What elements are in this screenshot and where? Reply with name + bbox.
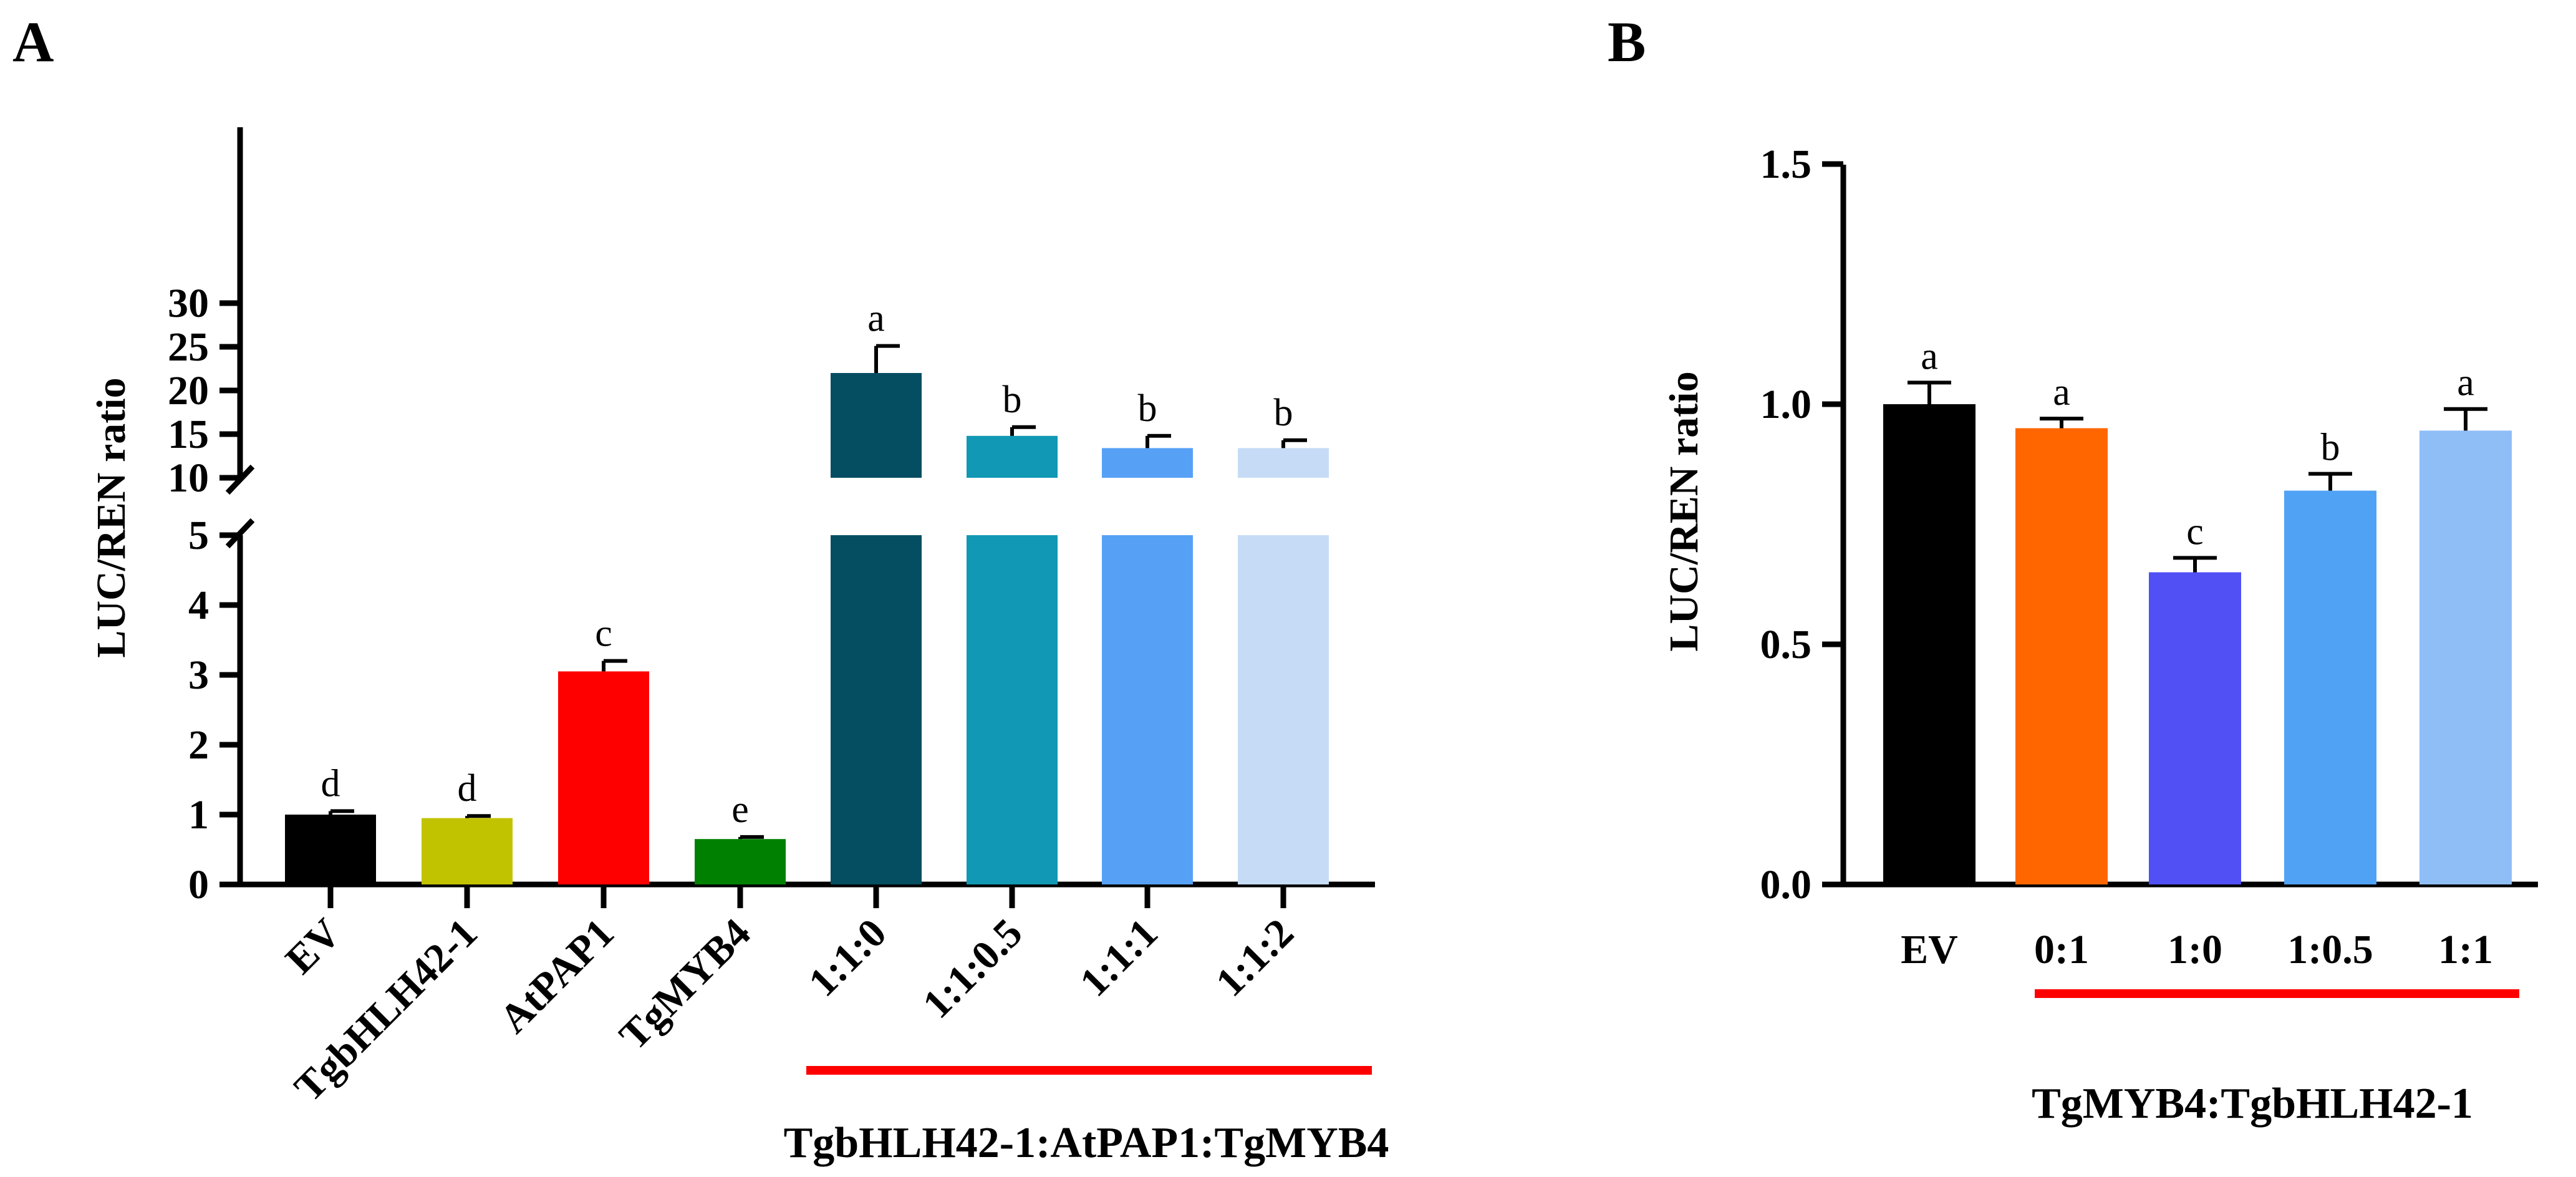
bar-b	[2149, 572, 2241, 884]
panel-letter-b: B	[1608, 10, 1646, 74]
y-tick-label-a: 15	[168, 412, 209, 457]
bars-a: d d c e a b b b	[285, 298, 1329, 884]
significance-label-b: c	[2186, 510, 2204, 553]
y-tick-label-b: 0.0	[1760, 862, 1812, 908]
bar-a-upper	[1102, 448, 1193, 478]
y-tick-label-b: 1.5	[1760, 142, 1812, 187]
bar-b	[1883, 404, 1975, 884]
bar-a-lower	[831, 535, 922, 884]
y-tick-label-a: 1	[188, 792, 209, 838]
y-axis-label-b: LUC/REN ratio	[1661, 371, 1707, 651]
y-tick-label-a: 30	[168, 281, 209, 326]
x-category-label-a: EV	[277, 910, 349, 982]
y-ticks-b: 0.0 0.5 1.0 1.5	[1760, 142, 1843, 908]
x-category-label-b: 1:0	[2168, 927, 2222, 972]
bar-a-upper	[1238, 448, 1329, 478]
bar-a-lower	[1102, 535, 1193, 884]
y-tick-label-a: 10	[168, 455, 209, 501]
x-category-label-a: 1:1:0	[800, 910, 895, 1005]
bar-b	[2419, 430, 2512, 884]
bar-b	[2284, 490, 2376, 884]
significance-label-a: b	[1003, 379, 1022, 421]
bar-a-upper	[967, 435, 1058, 478]
significance-label-a: b	[1274, 392, 1293, 434]
panel-b: B LUC/REN ratio 0.0 0.5 1.0 1.5 a a c b a EV 0:1…	[1608, 10, 2538, 1128]
significance-label-a: b	[1138, 387, 1157, 430]
significance-label-b: a	[2053, 371, 2070, 414]
bar-a-upper	[831, 373, 922, 478]
x-category-label-a: 1:1:1	[1071, 910, 1167, 1005]
x-category-label-a: TgMYB4	[610, 910, 759, 1058]
y-tick-label-a: 5	[188, 513, 209, 558]
bar-a-lower	[1238, 535, 1329, 884]
bar-b	[2015, 428, 2108, 884]
significance-label-a: a	[867, 298, 885, 340]
x-category-label-b: 1:0.5	[2287, 927, 2373, 972]
y-tick-label-a: 0	[188, 862, 209, 908]
bar-a	[558, 671, 649, 884]
y-tick-label-a: 3	[188, 652, 209, 698]
significance-label-b: a	[2457, 362, 2474, 404]
x-category-label-b: 1:1	[2438, 927, 2493, 972]
bar-a	[695, 839, 786, 884]
significance-label-a: c	[595, 613, 612, 655]
group-label-a: TgbHLH42-1:AtPAP1:TgMYB4	[784, 1119, 1389, 1167]
bar-a-lower	[967, 535, 1058, 884]
y-tick-label-b: 1.0	[1760, 382, 1812, 427]
x-category-label-a: 1:1:2	[1207, 910, 1303, 1005]
significance-label-b: a	[1921, 335, 1938, 377]
x-category-label-b: EV	[1901, 927, 1958, 972]
significance-label-b: b	[2321, 427, 2340, 469]
y-tick-label-b: 0.5	[1760, 622, 1812, 667]
significance-label-a: d	[321, 762, 340, 805]
y-tick-label-a: 25	[168, 324, 209, 370]
y-tick-label-a: 4	[188, 583, 209, 628]
bar-a	[422, 818, 513, 884]
significance-label-a: e	[731, 788, 749, 831]
x-tick-labels-b: EV 0:1 1:0 1:0.5 1:1	[1901, 927, 2493, 972]
y-tick-label-a: 2	[188, 722, 209, 768]
significance-label-a: d	[458, 767, 477, 810]
panel-letter-a: A	[12, 10, 54, 74]
bars-b: a a c b a	[1883, 335, 2512, 884]
bar-a	[285, 815, 376, 884]
x-category-label-a: AtPAP1	[491, 910, 622, 1042]
group-label-b: TgMYB4:TgbHLH42-1	[2032, 1080, 2473, 1128]
y-axis-label-a: LUC/REN ratio	[89, 377, 134, 657]
y-axis-a	[225, 127, 255, 884]
x-category-label-b: 0:1	[2034, 927, 2089, 972]
y-tick-label-a: 20	[168, 368, 209, 414]
x-category-label-a: 1:1:0.5	[914, 910, 1031, 1027]
